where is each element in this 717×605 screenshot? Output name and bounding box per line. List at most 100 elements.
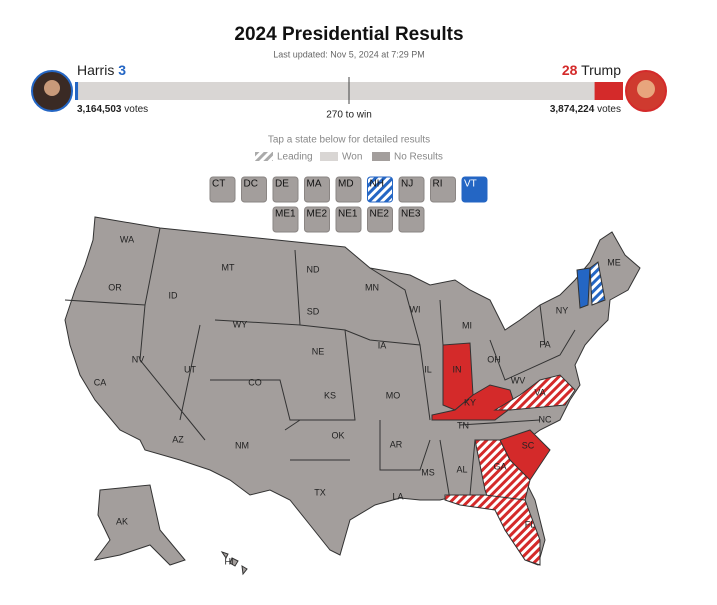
state-button[interactable] — [304, 176, 330, 203]
harris-ev: 3 — [118, 62, 126, 78]
state-label: TX — [314, 487, 326, 497]
state-shape[interactable] — [589, 261, 606, 306]
state-button[interactable] — [304, 206, 330, 233]
state-button[interactable] — [272, 176, 299, 203]
state-label: WA — [120, 234, 134, 244]
state-label: MI — [462, 320, 472, 330]
state-button-label: ME1 — [275, 209, 296, 220]
state-button-label: NE3 — [401, 209, 421, 220]
state-label: LA — [392, 491, 403, 501]
state-button[interactable] — [335, 176, 362, 203]
state-label: NM — [235, 440, 249, 450]
state-button-label: NH — [370, 179, 384, 190]
state-button-label: CT — [212, 179, 225, 190]
state-shape[interactable] — [576, 267, 591, 309]
state-button[interactable] — [367, 206, 393, 233]
state-label: CA — [94, 377, 107, 387]
state-label: CO — [248, 377, 262, 387]
trump-heading: 28 Trump — [562, 62, 621, 78]
state-label: IN — [453, 364, 462, 374]
state-button-label: ME2 — [307, 209, 328, 220]
state-label: MT — [222, 262, 235, 272]
trump-votes: 3,874,224 votes — [550, 104, 621, 115]
state-label: MN — [365, 282, 379, 292]
state-label: WV — [511, 375, 526, 385]
state-button-label: NE2 — [370, 209, 390, 220]
state-label: AZ — [172, 434, 184, 444]
harris-votes: 3,164,503 votes — [77, 104, 148, 115]
legend-swatch — [320, 152, 338, 161]
trump-face — [637, 80, 655, 98]
alaska-shape — [93, 484, 186, 566]
state-button[interactable] — [272, 206, 299, 233]
state-label: SC — [522, 440, 535, 450]
state-label: MO — [386, 390, 401, 400]
state-label: SD — [307, 306, 320, 316]
state-button[interactable] — [398, 176, 425, 203]
state-button-label: NJ — [401, 179, 413, 190]
state-label: ID — [169, 290, 179, 300]
state-label: MS — [421, 467, 435, 477]
state-button[interactable] — [430, 176, 456, 203]
state-button[interactable] — [241, 176, 267, 203]
harris-name: Harris — [77, 62, 114, 78]
legend-swatch — [372, 152, 390, 161]
state-button[interactable] — [461, 176, 488, 203]
trump-vote-unit: votes — [597, 104, 621, 115]
state-label: PA — [539, 339, 550, 349]
state-label: OR — [108, 282, 122, 292]
legend-label: Won — [342, 152, 362, 163]
us-map: WA OR CA NV ID MT WY UT AZ CO NM ND SD NE KS OK TX MN IA MO… — [64, 216, 641, 576]
legend-label: Leading — [277, 152, 313, 163]
state-label: ND — [307, 264, 320, 274]
state-label: AR — [390, 439, 403, 449]
state-button-label: MD — [338, 179, 354, 190]
state-button-label: MA — [307, 179, 322, 190]
state-label: WY — [233, 319, 248, 329]
harris-vote-unit: votes — [124, 104, 148, 115]
harris-face — [44, 80, 60, 96]
trump-bar — [594, 82, 623, 100]
state-shape[interactable] — [493, 374, 576, 411]
trump-ev: 28 — [562, 62, 578, 78]
state-label: IA — [378, 340, 387, 350]
state-label: GA — [493, 461, 506, 471]
harris-bar — [75, 82, 79, 100]
harris-vote-count: 3,164,503 — [77, 104, 122, 115]
hint: Tap a state below for detailed results — [268, 135, 430, 146]
state-shape[interactable] — [431, 384, 516, 421]
title: 2024 Presidential Results — [234, 24, 463, 45]
state-label: UT — [184, 364, 196, 374]
state-label: WI — [410, 304, 421, 314]
state-label: FL — [525, 519, 536, 529]
state-label: ME — [607, 257, 621, 267]
state-label: KS — [324, 390, 336, 400]
harris-heading: Harris 3 — [77, 62, 126, 78]
trump-name: Trump — [581, 62, 621, 78]
state-button[interactable] — [209, 176, 236, 203]
state-label: AK — [116, 516, 128, 526]
state-label: NC — [539, 414, 552, 424]
state-button-label: VT — [464, 179, 477, 190]
state-button[interactable] — [335, 206, 362, 233]
state-label: NY — [556, 305, 569, 315]
state-label: NE — [312, 346, 325, 356]
state-shape[interactable] — [444, 494, 541, 566]
state-label: AL — [456, 464, 467, 474]
state-shape[interactable] — [499, 429, 551, 481]
state-borders — [64, 227, 576, 501]
state-label: NV — [132, 354, 145, 364]
legend-swatch — [255, 152, 273, 161]
last-updated: Last updated: Nov 5, 2024 at 7:29 PM — [273, 49, 425, 59]
legend-label: No Results — [394, 152, 443, 163]
state-button-label: NE1 — [338, 209, 358, 220]
state-button[interactable] — [367, 176, 393, 203]
state-label: TN — [457, 420, 469, 430]
state-label: IL — [424, 364, 432, 374]
state-label: HI — [225, 556, 234, 566]
state-button[interactable] — [398, 206, 425, 233]
state-label: OH — [487, 354, 501, 364]
state-button-label: RI — [433, 179, 443, 190]
hawaii-shape — [220, 551, 248, 576]
